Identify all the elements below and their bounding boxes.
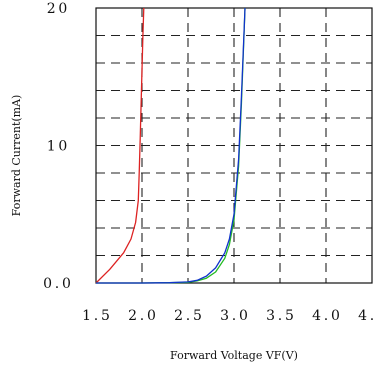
y-tick-labels: 2 0 1 0 0 . 0 bbox=[43, 1, 71, 292]
y-tick-label: 1 0 bbox=[47, 139, 68, 155]
plot-frame bbox=[95, 7, 373, 284]
x-axis-label: Forward Voltage VF(V) bbox=[170, 349, 298, 362]
y-tick-label: 2 0 bbox=[47, 1, 68, 17]
x-tick-labels: 1 . 5 2 . 0 2 . 5 3 . 0 3 . 5 4 . 0 4 . 5 bbox=[82, 308, 375, 324]
x-tick-label: 2 . 5 bbox=[174, 308, 202, 324]
y-tick-label: 0 . 0 bbox=[43, 276, 71, 292]
x-tick-label: 3 . 0 bbox=[220, 308, 248, 324]
x-tick-label: 4 . 0 bbox=[312, 308, 340, 324]
x-tick-label: 2 . 0 bbox=[128, 308, 156, 324]
y-axis-label: Forward Current(mA) bbox=[10, 95, 23, 217]
grid bbox=[96, 8, 372, 283]
x-tick-label: 4 . 5 bbox=[358, 308, 375, 324]
series-line-3 bbox=[96, 7, 246, 284]
series-group bbox=[95, 7, 246, 284]
series-line-1 bbox=[95, 7, 145, 284]
x-tick-label: 3 . 5 bbox=[266, 308, 294, 324]
x-tick-label: 1 . 5 bbox=[82, 308, 110, 324]
